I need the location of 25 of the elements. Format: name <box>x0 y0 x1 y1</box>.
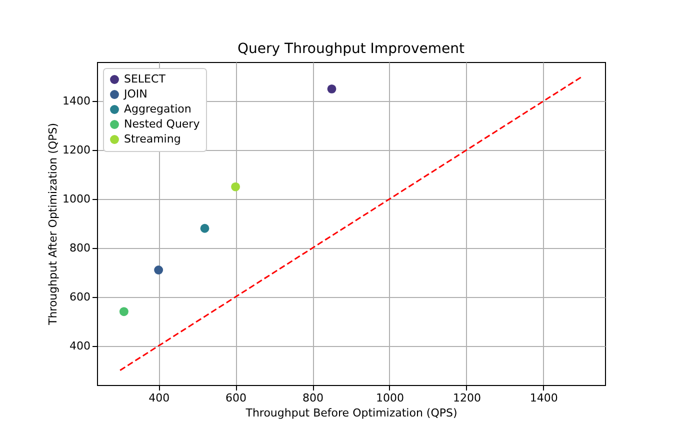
x-tick-label: 600 <box>226 392 247 404</box>
y-tick-label: 800 <box>70 241 90 254</box>
x-tick-label: 1400 <box>530 392 558 404</box>
legend-label: SELECT <box>124 72 166 86</box>
y-tick-label: 600 <box>70 290 90 304</box>
x-axis-title: Throughput Before Optimization (QPS) <box>244 406 458 420</box>
chart-title: Query Throughput Improvement <box>238 41 465 57</box>
x-tick-label: 800 <box>302 392 324 404</box>
legend-label: Nested Query <box>124 118 200 130</box>
y-tick-label: 1000 <box>62 192 90 206</box>
x-tick-label: 1000 <box>376 392 404 404</box>
y-tick-label: 1200 <box>62 144 90 157</box>
legend-label: Aggregation <box>124 102 192 116</box>
point <box>231 182 240 192</box>
point <box>327 84 336 94</box>
point <box>119 307 128 316</box>
y-tick-label: 1400 <box>62 94 90 108</box>
x-tick-label: 400 <box>148 392 170 404</box>
point <box>200 224 210 233</box>
legend-label: Streaming <box>124 132 181 146</box>
y-axis-title: Throughput After Optimization (QPS) <box>46 122 60 326</box>
point <box>154 266 164 274</box>
x-tick-label: 1200 <box>452 392 481 404</box>
legend-label: JOIN <box>123 88 148 100</box>
y-tick-label: 400 <box>70 339 90 352</box>
